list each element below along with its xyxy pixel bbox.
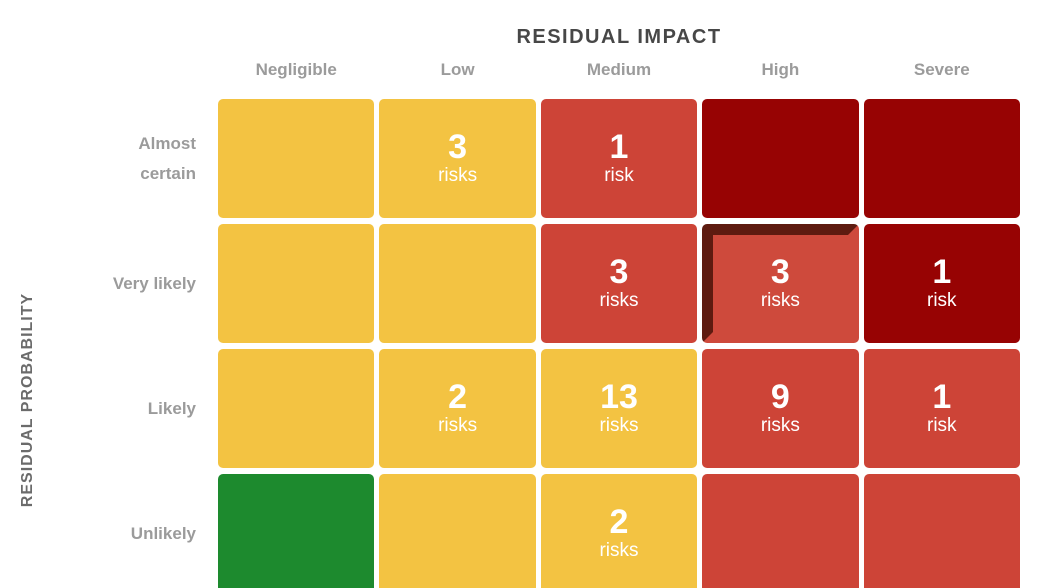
cell-risk-count: 2 [448, 377, 468, 416]
matrix-cell-unlikely-high[interactable] [702, 474, 859, 588]
column-header-low: Low [440, 60, 475, 79]
matrix-cell-almost-certain-high[interactable] [702, 99, 859, 218]
row-label-very-likely: Very likely [0, 224, 196, 343]
matrix-cell-very-likely-negligible[interactable] [218, 224, 375, 343]
cell-risk-unit: risk [604, 165, 634, 187]
cell-risk-count: 13 [600, 377, 638, 416]
column-header-high: High [761, 60, 800, 79]
column-header-negligible: Negligible [255, 60, 337, 79]
cell-risk-unit: risks [599, 290, 639, 312]
cell-risk-count: 3 [609, 252, 629, 291]
x-axis-title: RESIDUAL IMPACT [516, 26, 722, 48]
cell-risk-count: 3 [448, 127, 468, 166]
matrix-cell-likely-medium[interactable]: 13 risks [540, 349, 698, 468]
matrix-cell-very-likely-high[interactable]: 3 risks [702, 224, 859, 343]
cell-risk-unit: risks [760, 290, 800, 312]
row-label-almost-certain: Almost certain [0, 99, 196, 218]
cell-risk-count: 1 [932, 377, 952, 416]
matrix-cell-likely-negligible[interactable] [218, 349, 375, 468]
row-labels: Almost certain Very likely Likely Unlikely [0, 99, 196, 588]
matrix-cell-likely-severe[interactable]: 1 risk [863, 349, 1020, 468]
cell-risk-unit: risks [760, 415, 800, 437]
matrix-cell-unlikely-severe[interactable] [863, 474, 1020, 588]
cell-risk-count: 1 [932, 252, 952, 291]
matrix-cell-unlikely-medium[interactable]: 2 risks [540, 474, 698, 588]
cell-risk-unit: risk [927, 415, 957, 437]
matrix-cell-unlikely-low[interactable] [379, 474, 536, 588]
cell-risk-unit: risks [438, 415, 478, 437]
cell-risk-count: 9 [770, 377, 790, 416]
column-header-medium: Medium [586, 60, 652, 79]
cell-risk-unit: risks [438, 165, 478, 187]
column-headers: Negligible Low Medium High Severe [218, 60, 1020, 80]
row-label-text: Unlikely [130, 523, 196, 543]
cell-risk-count: 1 [609, 127, 629, 166]
matrix-cell-almost-certain-medium[interactable]: 1 risk [540, 99, 698, 218]
column-header-severe: Severe [913, 60, 970, 79]
matrix-cell-almost-certain-negligible[interactable] [218, 99, 375, 218]
row-label-likely: Likely [0, 349, 196, 468]
matrix-cell-very-likely-severe[interactable]: 1 risk [863, 224, 1020, 343]
row-label-unlikely: Unlikely [0, 474, 196, 588]
row-label-text: Almost certain [138, 133, 196, 183]
cell-risk-count: 2 [609, 502, 629, 541]
cell-risk-unit: risk [927, 290, 957, 312]
cell-risk-unit: risks [599, 415, 639, 437]
matrix-cell-almost-certain-severe[interactable] [863, 99, 1020, 218]
matrix-cell-very-likely-low[interactable] [379, 224, 536, 343]
matrix-cell-almost-certain-low[interactable]: 3 risks [379, 99, 536, 218]
matrix-cell-likely-high[interactable]: 9 risks [702, 349, 859, 468]
row-label-text: Likely [147, 398, 196, 418]
matrix-cell-very-likely-medium[interactable]: 3 risks [540, 224, 698, 343]
cell-risk-count: 3 [770, 252, 790, 291]
cell-risk-unit: risks [599, 540, 639, 562]
risk-matrix-grid: 3 risks 1 risk 3 risks 3 risks 1 risk 2 risks 13 risk… [218, 99, 1020, 588]
matrix-cell-likely-low[interactable]: 2 risks [379, 349, 536, 468]
matrix-cell-unlikely-negligible[interactable] [218, 474, 375, 588]
row-label-text: Very likely [112, 273, 196, 293]
